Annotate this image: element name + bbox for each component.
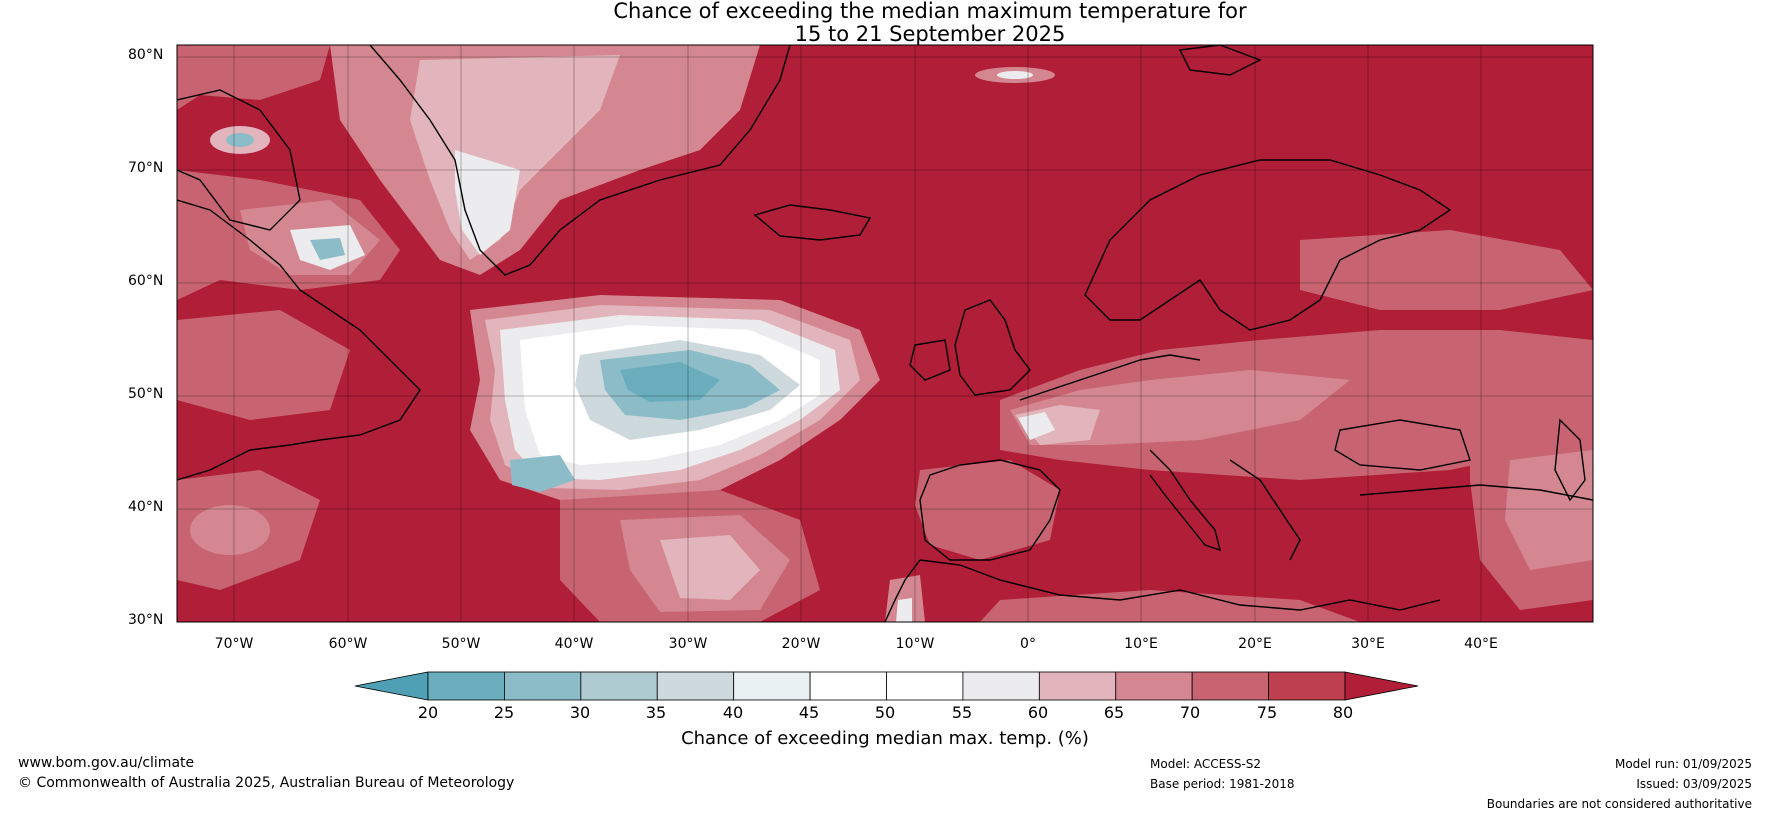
colorbar-tick: 20 [417,703,439,722]
field-region-west-atlantic [177,310,350,420]
lon-label-10w: 10°W [895,636,935,652]
probability-field [177,45,1593,622]
coast-scandinavia [1084,159,1452,331]
lat-label-40n: 40°N [128,499,164,515]
lon-label-20e: 20°E [1238,636,1272,652]
coast-north-africa [919,559,1441,611]
colorbar-min-arrow [354,671,429,701]
colorbar-tick: 70 [1179,703,1201,722]
colorbar-bin [580,671,658,701]
model-text: Model: ACCESS-S2 [1150,757,1262,771]
colorbar-tick: 40 [722,703,744,722]
coast-greenland [369,45,791,276]
lat-label-80n: 80°N [128,47,164,63]
coast-turkey [1359,484,1593,501]
colorbar-bin [427,671,505,701]
colorbar-bin [1038,671,1117,701]
field-region-west-europe-2 [1010,370,1350,445]
colorbar-bin [504,671,582,701]
base-period-text: Base period: 1981-2018 [1150,777,1295,791]
field-region-arctic [177,45,330,110]
coast-west-africa [884,559,921,622]
lon-label-70w: 70°W [214,636,254,652]
website-link[interactable]: www.bom.gov.au/climate [18,755,195,771]
coast-svalbard [1178,45,1262,76]
colorbar-bin [809,671,887,701]
colorbar-bin [886,671,964,701]
graticule [177,45,1593,622]
colorbar-tick: 30 [569,703,591,722]
coast-baffin [177,89,301,231]
coast-europe-west [1019,354,1201,401]
lon-label-30e: 30°E [1351,636,1385,652]
field-region-baffin-2 [226,133,254,147]
lon-label-60w: 60°W [328,636,368,652]
field-region-east-2 [1505,450,1593,570]
colorbar-tick: 65 [1103,703,1125,722]
colorbar-tick: 60 [1027,703,1049,722]
coast-balkans [1229,459,1301,561]
colorbar [354,671,1419,701]
field-region-svalbard-2 [997,71,1033,79]
coast-black-sea [1334,419,1471,471]
colorbar-label: Chance of exceeding median max. temp. (%… [681,728,1089,749]
coast-iceland [753,204,872,241]
copyright-text: © Commonwealth of Australia 2025, Austra… [18,775,515,791]
lon-label-50w: 50°W [441,636,481,652]
coast-italy [1149,449,1221,552]
lon-label-40e: 40°E [1464,636,1498,652]
colorbar-tick: 45 [798,703,820,722]
colorbar-bin [1191,671,1269,701]
coastlines [177,45,1593,622]
field-region-southwest-2 [190,505,270,555]
lon-label-30w: 30°W [668,636,708,652]
field-region-west-europe-4 [1018,412,1055,440]
field-region-mid-atlantic-3 [660,535,760,600]
coast-labrador [177,199,421,481]
field-region-labrador-4 [310,238,345,260]
colorbar-bin [1268,671,1346,701]
colorbar-tick: 35 [645,703,667,722]
lat-label-70n: 70°N [128,160,164,176]
field-region-north-africa [980,590,1360,622]
map-title-line-1: Chance of exceeding the median maximum t… [613,0,1247,23]
colorbar-bin [656,671,735,701]
colorbar-bin [962,671,1040,701]
coast-iberia [919,459,1061,561]
colorbar-tick: 25 [493,703,515,722]
colorbar-tick: 80 [1332,703,1354,722]
colorbar-tick: 75 [1256,703,1278,722]
field-region-canary [885,575,925,622]
field-region-iberia [915,460,1060,560]
colorbar-boxes [427,671,1346,701]
lat-label-60n: 60°N [128,273,164,289]
lat-label-30n: 30°N [128,612,164,628]
colorbar-bin [1115,671,1193,701]
colorbar-tick: 55 [951,703,973,722]
lon-label-20w: 20°W [781,636,821,652]
field-region-north-3 [455,150,520,255]
field-region-atlantic-cool-7 [620,362,720,402]
issued-text: Issued: 03/09/2025 [1636,777,1752,791]
coast-caspian [1554,418,1586,502]
model-run-text: Model run: 01/09/2025 [1614,757,1752,771]
lat-label-50n: 50°N [128,386,164,402]
boundaries-disclaimer: Boundaries are not considered authoritat… [1486,797,1752,811]
colorbar-bin [733,671,811,701]
lon-label-40w: 40°W [554,636,594,652]
colorbar-tick: 50 [874,703,896,722]
coast-uk [954,299,1031,396]
map-frame [176,44,1594,623]
field-region-northeast [1300,230,1593,310]
lon-label-10e: 10°E [1124,636,1158,652]
field-region-atlantic-cool-8 [510,455,575,492]
lon-label-0: 0° [1020,636,1036,652]
coast-ireland [909,339,951,381]
colorbar-max-arrow [1344,671,1419,701]
field-region-canary-2 [896,598,912,622]
map-title-line-2: 15 to 21 September 2025 [794,22,1066,46]
